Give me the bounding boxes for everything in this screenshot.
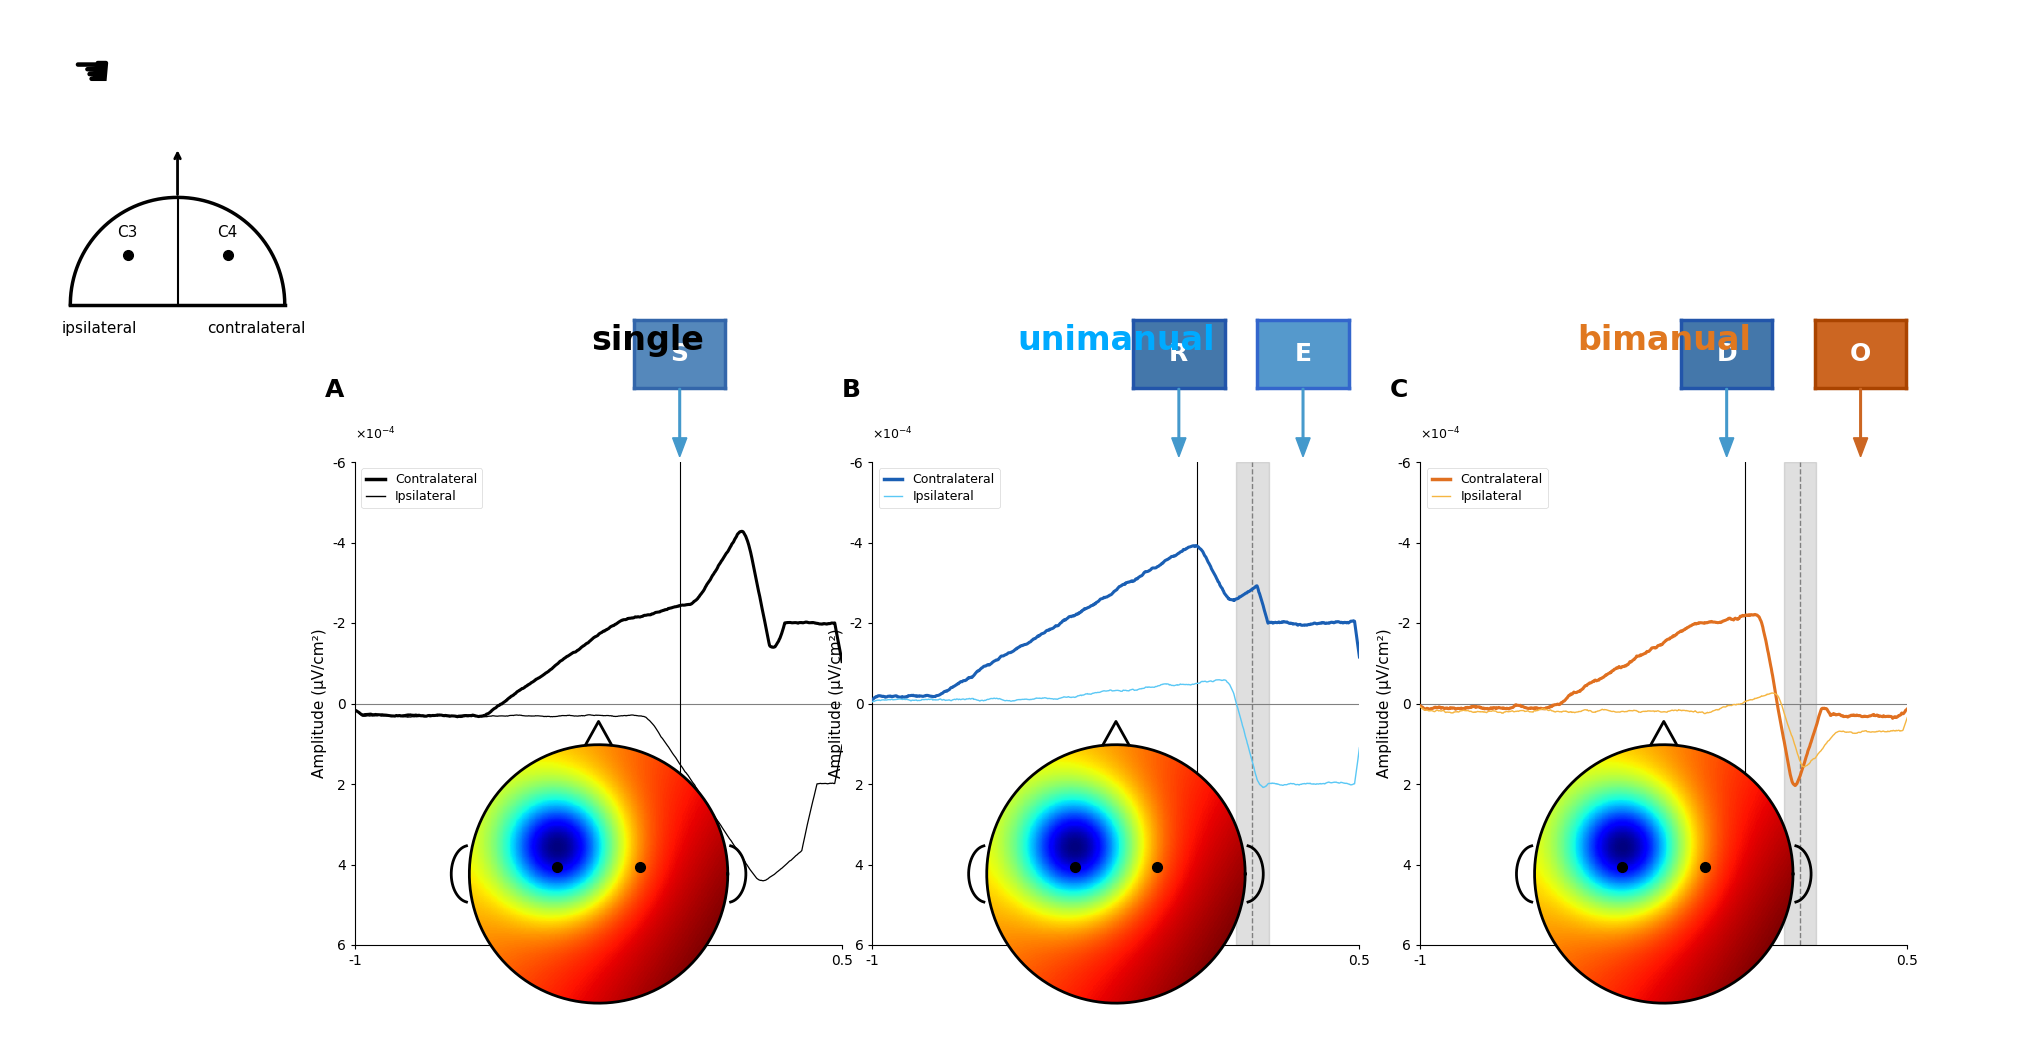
Contralateral xyxy=(712,549,737,562)
Ipsilateral xyxy=(1439,706,1463,718)
Ipsilateral xyxy=(1347,741,1372,754)
Contralateral xyxy=(653,604,678,616)
Contralateral xyxy=(1347,651,1372,664)
Text: ☚: ☚ xyxy=(71,52,112,94)
Contralateral xyxy=(1783,779,1808,792)
Contralateral xyxy=(1142,562,1167,574)
Y-axis label: Amplitude (μV/cm²): Amplitude (μV/cm²) xyxy=(312,629,327,778)
Line: Contralateral: Contralateral xyxy=(1420,614,1907,785)
Ipsilateral xyxy=(639,715,663,728)
Bar xyxy=(1783,462,1816,945)
Text: C4: C4 xyxy=(217,225,237,239)
Ipsilateral xyxy=(1280,777,1305,790)
X-axis label: Time (msec): Time (msec) xyxy=(1069,973,1163,989)
Ipsilateral xyxy=(1157,677,1181,690)
Text: C: C xyxy=(1390,378,1408,402)
Y-axis label: Amplitude (μV/cm²): Amplitude (μV/cm²) xyxy=(830,629,844,778)
Text: single: single xyxy=(590,324,704,357)
Line: Contralateral: Contralateral xyxy=(355,531,842,717)
Ipsilateral xyxy=(1792,761,1816,774)
X-axis label: Time (msec): Time (msec) xyxy=(552,973,645,989)
Contralateral xyxy=(728,525,753,538)
Text: A: A xyxy=(325,378,345,402)
Text: C3: C3 xyxy=(118,225,138,239)
Ipsilateral xyxy=(1230,719,1254,732)
Text: unimanual: unimanual xyxy=(1017,324,1215,357)
Contralateral xyxy=(891,691,915,704)
Ipsilateral xyxy=(625,710,649,722)
Contralateral xyxy=(1704,616,1729,629)
Contralateral xyxy=(343,704,367,716)
Ipsilateral xyxy=(343,704,367,716)
Text: $\times 10^{-4}$: $\times 10^{-4}$ xyxy=(872,425,913,442)
Text: $\times 10^{-4}$: $\times 10^{-4}$ xyxy=(1420,425,1461,442)
Text: R: R xyxy=(1169,342,1189,366)
Text: contralateral: contralateral xyxy=(207,321,304,336)
Contralateral xyxy=(1230,589,1254,602)
Text: E: E xyxy=(1295,342,1311,366)
Contralateral xyxy=(1408,699,1432,712)
Contralateral xyxy=(1828,709,1852,721)
Contralateral xyxy=(1439,701,1463,714)
Text: D: D xyxy=(1717,342,1737,366)
Ipsilateral xyxy=(1777,726,1802,738)
Text: bimanual: bimanual xyxy=(1577,324,1751,357)
Line: Contralateral: Contralateral xyxy=(872,546,1359,699)
Text: S: S xyxy=(672,342,688,366)
Ipsilateral xyxy=(1142,680,1167,693)
Text: ipsilateral: ipsilateral xyxy=(61,321,136,336)
Ipsilateral xyxy=(1719,699,1743,712)
Legend: Contralateral, Ipsilateral: Contralateral, Ipsilateral xyxy=(1426,468,1548,508)
Contralateral xyxy=(1719,612,1743,625)
Contralateral xyxy=(639,608,663,621)
Contralateral xyxy=(763,639,787,652)
Ipsilateral xyxy=(1704,704,1729,716)
Legend: Contralateral, Ipsilateral: Contralateral, Ipsilateral xyxy=(361,468,483,508)
Contralateral xyxy=(444,711,469,723)
Bar xyxy=(1236,462,1268,945)
Contralateral xyxy=(627,610,651,623)
Text: O: O xyxy=(1850,342,1871,366)
Contralateral xyxy=(1777,769,1802,781)
Ipsilateral xyxy=(1828,724,1852,737)
Y-axis label: Amplitude (μV/cm²): Amplitude (μV/cm²) xyxy=(1378,629,1392,778)
Ipsilateral xyxy=(1207,673,1232,686)
Ipsilateral xyxy=(653,736,678,749)
Ipsilateral xyxy=(1171,678,1195,691)
Ipsilateral xyxy=(860,695,885,708)
Ipsilateral xyxy=(1895,711,1919,723)
Ipsilateral xyxy=(751,875,775,887)
Contralateral xyxy=(1171,544,1195,556)
Contralateral xyxy=(830,655,854,668)
Contralateral xyxy=(1280,617,1305,630)
Contralateral xyxy=(1690,616,1715,629)
Ipsilateral xyxy=(763,867,787,880)
Ipsilateral xyxy=(712,824,737,837)
X-axis label: Time (msec): Time (msec) xyxy=(1617,973,1710,989)
Ipsilateral xyxy=(1252,781,1276,794)
Contralateral xyxy=(1895,702,1919,715)
Contralateral xyxy=(373,709,398,721)
Ipsilateral xyxy=(830,738,854,751)
Text: $\times 10^{-4}$: $\times 10^{-4}$ xyxy=(355,425,396,442)
Line: Ipsilateral: Ipsilateral xyxy=(1420,693,1907,768)
Contralateral xyxy=(1183,540,1207,552)
Contralateral xyxy=(1743,608,1767,621)
Ipsilateral xyxy=(1759,687,1783,699)
Text: B: B xyxy=(842,378,860,402)
Line: Ipsilateral: Ipsilateral xyxy=(872,679,1359,788)
Ipsilateral xyxy=(891,693,915,706)
Legend: Contralateral, Ipsilateral: Contralateral, Ipsilateral xyxy=(879,468,1000,508)
Line: Ipsilateral: Ipsilateral xyxy=(355,710,842,881)
Contralateral xyxy=(860,693,885,706)
Ipsilateral xyxy=(373,710,398,722)
Ipsilateral xyxy=(1408,700,1432,713)
Contralateral xyxy=(1157,552,1181,565)
Ipsilateral xyxy=(1690,707,1715,719)
